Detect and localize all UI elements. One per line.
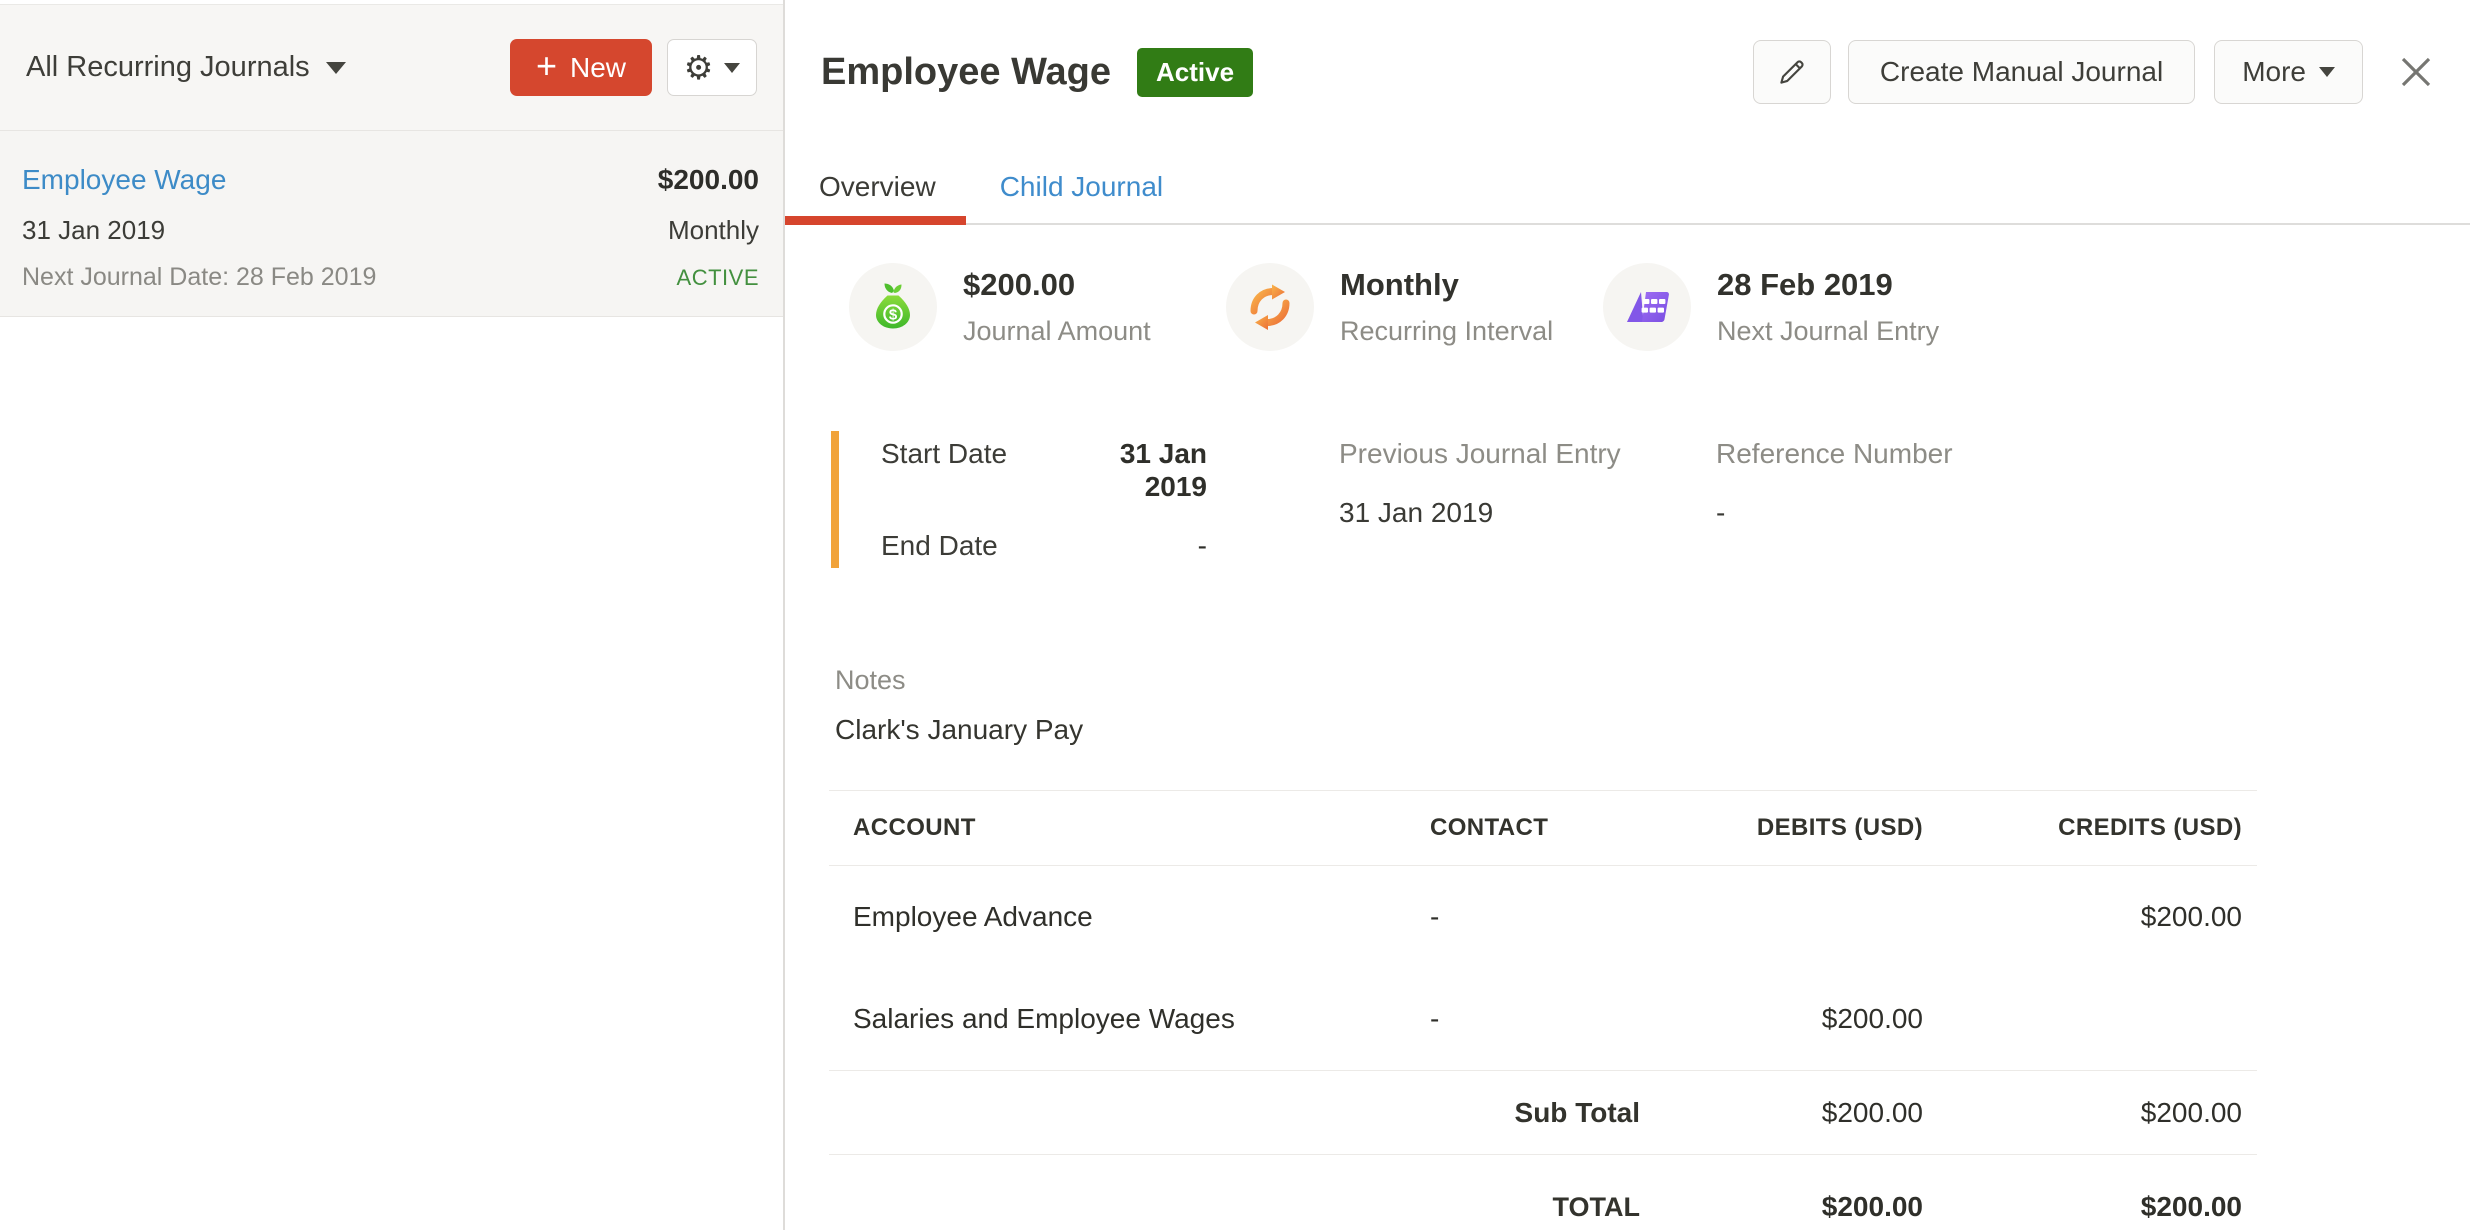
journal-filter-label: All Recurring Journals bbox=[26, 51, 310, 83]
total-credit: $200.00 bbox=[2140, 1191, 2242, 1222]
journal-amount-value: $200.00 bbox=[963, 267, 1076, 302]
journal-amount: $200.00 bbox=[657, 164, 759, 195]
card-next-journal-entry: 28 Feb 2019 Next Journal Entry bbox=[1603, 263, 1980, 351]
contact-cell: - bbox=[1430, 901, 1440, 932]
tab-overview[interactable]: Overview bbox=[785, 170, 966, 225]
list-item-row-2: 31 Jan 2019 Monthly bbox=[22, 215, 759, 246]
card-text: 28 Feb 2019 Next Journal Entry bbox=[1717, 267, 1939, 347]
create-manual-journal-label: Create Manual Journal bbox=[1879, 56, 2164, 87]
card-journal-amount: $ $200.00 Journal Amount bbox=[849, 263, 1226, 351]
list-panel-header: All Recurring Journals + New ⚙ bbox=[0, 4, 783, 131]
notes-text: Clark's January Pay bbox=[835, 714, 1084, 745]
notes-section: Notes Clark's January Pay bbox=[835, 664, 2440, 746]
contact-cell: - bbox=[1430, 1003, 1440, 1034]
list-item-employee-wage[interactable]: Employee Wage $200.00 31 Jan 2019 Monthl… bbox=[0, 131, 783, 317]
gear-icon: ⚙ bbox=[683, 48, 714, 87]
status-badge: ACTIVE bbox=[676, 265, 759, 290]
detail-header: Employee Wage Active Create Manual Journ… bbox=[785, 0, 2470, 104]
recurring-arrows-icon bbox=[1226, 263, 1314, 351]
detail-tabs: Overview Child Journal bbox=[785, 170, 2470, 225]
chevron-down-icon bbox=[325, 61, 346, 74]
column-account: ACCOUNT bbox=[853, 814, 976, 841]
subtotal-row: Sub Total $200.00 $200.00 bbox=[829, 1071, 2257, 1155]
journal-name-link[interactable]: Employee Wage bbox=[22, 164, 227, 195]
new-button-label: New bbox=[569, 51, 626, 83]
credit-cell: $200.00 bbox=[2140, 901, 2242, 932]
total-row: TOTAL $200.00 $200.00 bbox=[829, 1155, 2257, 1230]
next-journal-date: Next Journal Date: 28 Feb 2019 bbox=[22, 263, 377, 291]
journal-details-block: Start Date 31 Jan 2019 End Date - Previo… bbox=[831, 431, 2440, 568]
money-bag-icon: $ bbox=[849, 263, 937, 351]
settings-button[interactable]: ⚙ bbox=[667, 39, 757, 96]
list-item-row-3: Next Journal Date: 28 Feb 2019 ACTIVE bbox=[22, 263, 759, 292]
table-header: ACCOUNT CONTACT DEBITS (USD) CREDITS (US… bbox=[829, 790, 2257, 866]
journal-frequency: Monthly bbox=[667, 215, 759, 245]
next-journal-entry-label: Next Journal Entry bbox=[1717, 316, 1940, 346]
create-manual-journal-button[interactable]: Create Manual Journal bbox=[1847, 40, 2196, 104]
column-debits: DEBITS (USD) bbox=[1756, 814, 1923, 841]
subtotal-label: Sub Total bbox=[1514, 1096, 1640, 1128]
previous-journal-value: 31 Jan 2019 bbox=[1339, 497, 1494, 528]
recurring-interval-value: Monthly bbox=[1340, 267, 1459, 302]
journal-entries-table: ACCOUNT CONTACT DEBITS (USD) CREDITS (US… bbox=[829, 790, 2257, 1230]
reference-number-label: Reference Number bbox=[1716, 438, 1953, 469]
notes-label: Notes bbox=[835, 665, 906, 695]
more-label: More bbox=[2242, 56, 2306, 87]
overview-content: $ $200.00 Journal Amount bbox=[785, 225, 2470, 1230]
journal-filter-dropdown[interactable]: All Recurring Journals bbox=[26, 51, 346, 84]
list-panel-actions: + New ⚙ bbox=[509, 39, 757, 96]
card-text: $200.00 Journal Amount bbox=[963, 267, 1151, 347]
close-button[interactable] bbox=[2396, 52, 2436, 92]
start-date-value: 31 Jan 2019 bbox=[1119, 438, 1207, 502]
recurring-interval-label: Recurring Interval bbox=[1340, 316, 1554, 346]
recurring-journals-panel: All Recurring Journals + New ⚙ Employee … bbox=[0, 0, 785, 1230]
date-range-group: Start Date 31 Jan 2019 End Date - bbox=[881, 437, 1207, 562]
journal-detail-panel: Employee Wage Active Create Manual Journ… bbox=[785, 0, 2470, 1230]
journal-start-date: 31 Jan 2019 bbox=[22, 215, 166, 245]
summary-cards: $ $200.00 Journal Amount bbox=[849, 263, 2440, 351]
total-debit: $200.00 bbox=[1821, 1191, 1923, 1222]
subtotal-debit: $200.00 bbox=[1821, 1096, 1923, 1128]
account-cell: Salaries and Employee Wages bbox=[853, 1003, 1235, 1034]
start-date-label: Start Date bbox=[881, 438, 1008, 469]
end-date-row: End Date - bbox=[881, 529, 1207, 562]
active-badge: Active bbox=[1137, 47, 1254, 97]
page-title: Employee Wage bbox=[821, 50, 1112, 93]
reference-number-group: Reference Number - bbox=[1716, 437, 2093, 529]
card-text: Monthly Recurring Interval bbox=[1340, 267, 1553, 347]
edit-button[interactable] bbox=[1752, 40, 1831, 104]
column-contact: CONTACT bbox=[1430, 814, 1549, 841]
chevron-down-icon bbox=[724, 62, 741, 73]
new-button[interactable]: + New bbox=[509, 39, 652, 96]
reference-number-value: - bbox=[1716, 497, 1726, 528]
chevron-down-icon bbox=[2319, 67, 2335, 77]
account-cell: Employee Advance bbox=[853, 901, 1093, 932]
previous-journal-label: Previous Journal Entry bbox=[1339, 438, 1621, 469]
table-body: Employee Advance - $200.00 Salaries and … bbox=[829, 866, 2257, 1071]
list-item-row-1: Employee Wage $200.00 bbox=[22, 164, 759, 196]
end-date-value: - bbox=[1197, 530, 1207, 561]
column-credits: CREDITS (USD) bbox=[2058, 814, 2242, 841]
start-date-row: Start Date 31 Jan 2019 bbox=[881, 437, 1207, 503]
journal-amount-label: Journal Amount bbox=[963, 316, 1151, 346]
end-date-label: End Date bbox=[881, 530, 998, 561]
next-journal-entry-value: 28 Feb 2019 bbox=[1717, 267, 1893, 302]
subtotal-credit: $200.00 bbox=[2140, 1096, 2242, 1128]
tab-child-journal[interactable]: Child Journal bbox=[999, 171, 1164, 202]
pencil-icon bbox=[1780, 60, 1804, 84]
debit-cell: $200.00 bbox=[1821, 1003, 1923, 1034]
total-label: TOTAL bbox=[1552, 1191, 1641, 1222]
more-button[interactable]: More bbox=[2214, 40, 2363, 104]
close-icon bbox=[2401, 57, 2431, 87]
card-recurring-interval: Monthly Recurring Interval bbox=[1226, 263, 1603, 351]
calendar-icon bbox=[1603, 263, 1691, 351]
table-row: Salaries and Employee Wages - $200.00 bbox=[829, 968, 2257, 1070]
previous-journal-group: Previous Journal Entry 31 Jan 2019 bbox=[1339, 437, 1716, 529]
svg-text:$: $ bbox=[889, 306, 898, 323]
table-row: Employee Advance - $200.00 bbox=[829, 866, 2257, 968]
